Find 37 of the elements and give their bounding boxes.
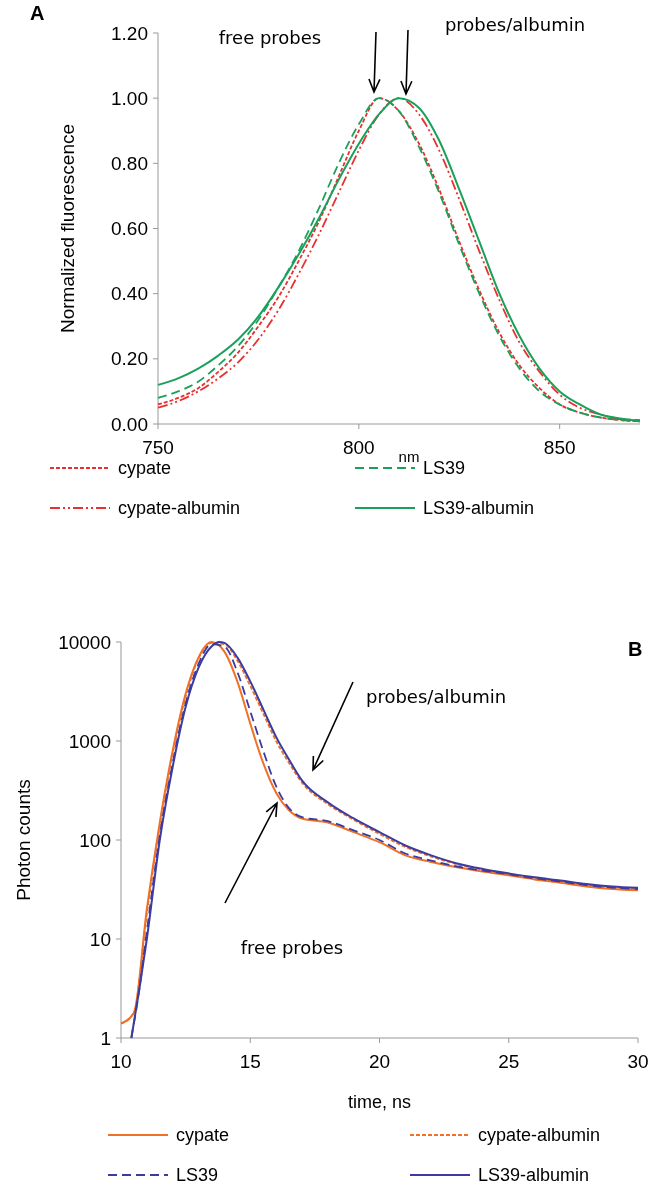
y-tick-label: 1 [100,1027,111,1049]
legend-label: LS39 [423,458,466,479]
y-axis-title: Normalized fluorescence [57,123,78,334]
y-tick-label: 0.60 [111,218,148,240]
x-tick-label: 800 [342,437,375,458]
y-tick-label: 0.40 [111,283,148,305]
y-tick-label: 10 [89,928,111,950]
legend-label: LS39-albumin [423,498,535,519]
legend-label: LS39 [176,1165,219,1183]
legend-label: LS39-albumin [478,1165,590,1183]
annotation: probes/albumin [444,14,586,35]
y-tick-label: 1.20 [111,22,148,44]
x-tick-label: 15 [239,1051,261,1072]
annotation: free probes [240,937,344,958]
y-tick-label: 100 [79,829,111,851]
y-axis-title: Photon counts [13,779,34,901]
y-tick-label: 0.80 [111,152,148,174]
annotation: probes/albumin [366,686,507,707]
x-tick-label: 30 [627,1051,648,1072]
y-tick-label: 1.00 [111,87,148,109]
y-tick-label: 0.00 [111,413,148,435]
legend-label: cypate [118,458,172,479]
y-tick-label: 10000 [58,631,111,653]
annotation: B [628,638,643,660]
x-tick-label: 750 [142,437,174,458]
legend-label: cypate-albumin [478,1125,601,1146]
y-tick-label: 1000 [68,730,111,752]
x-tick-label: 25 [498,1051,520,1072]
x-axis-title: time, ns [347,1092,412,1112]
y-tick-label: 0.20 [111,348,148,370]
legend-label: cypate-albumin [118,498,241,519]
x-tick-label: 850 [543,437,576,458]
x-tick-label: 20 [368,1051,391,1072]
x-axis-title: nm [398,448,420,465]
annotation: free probes [218,27,322,48]
text: A [30,2,45,24]
legend-label: cypate [176,1125,230,1146]
